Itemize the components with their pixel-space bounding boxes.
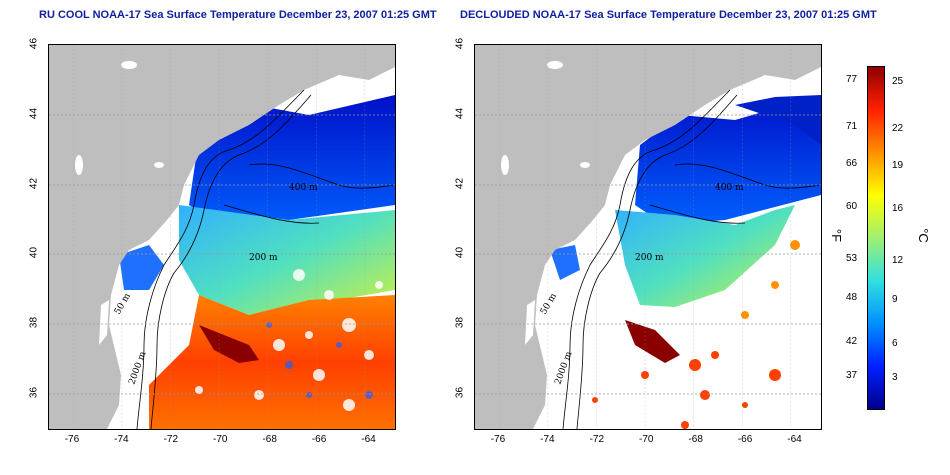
right-map-title: DECLOUDED NOAA-17 Sea Surface Temperatur…	[460, 9, 877, 21]
colorbar-celsius-tick: 12	[892, 255, 904, 266]
colorbar-fahrenheit-tick: 42	[846, 336, 858, 347]
y-tick-label: 38	[28, 317, 40, 329]
y-tick-label: 42	[28, 177, 40, 189]
colorbar-celsius-tick: 3	[892, 372, 898, 383]
colorbar-celsius-tick: 16	[892, 203, 904, 214]
temperature-colorbar	[867, 66, 885, 410]
y-tick-label: 36	[454, 387, 466, 399]
fahrenheit-unit: °F	[829, 228, 845, 243]
sst-map-right: 400 m 200 m 50 m 2000 m	[474, 44, 822, 430]
contour-label-200m: 200 m	[635, 253, 664, 263]
colorbar-fahrenheit-tick: 53	[846, 253, 858, 264]
y-tick-label: 40	[28, 247, 40, 259]
x-tick-label: -76	[64, 434, 80, 445]
x-tick-label: -76	[490, 434, 506, 445]
colorbar-celsius-tick: 9	[892, 294, 898, 305]
colorbar-fahrenheit-tick: 37	[846, 370, 858, 381]
x-tick-label: -66	[737, 434, 753, 445]
sst-map-left-image: 400 m 200 m 50 m 2000 m	[49, 45, 395, 429]
contour-label-400m: 400 m	[715, 183, 744, 193]
x-tick-label: -74	[114, 434, 129, 445]
x-tick-label: -66	[311, 434, 327, 445]
colorbar-fahrenheit-tick: 48	[846, 292, 858, 303]
contour-label-400m: 400 m	[289, 183, 318, 193]
colorbar-celsius-tick: 25	[892, 76, 904, 87]
y-tick-label: 36	[28, 387, 40, 399]
x-tick-label: -68	[262, 434, 277, 445]
left-map-title: RU COOL NOAA-17 Sea Surface Temperature …	[39, 9, 437, 21]
colorbar-celsius-tick: 6	[892, 338, 898, 349]
x-tick-label: -74	[540, 434, 555, 445]
x-tick-label: -72	[589, 434, 605, 445]
colorbar-fahrenheit-tick: 71	[846, 121, 858, 132]
y-tick-label: 38	[454, 317, 466, 329]
colorbar-celsius-tick: 19	[892, 160, 904, 171]
y-tick-label: 44	[454, 107, 466, 119]
contour-label-200m: 200 m	[249, 253, 278, 263]
x-tick-label: -70	[639, 434, 654, 445]
sst-map-right-image: 400 m 200 m 50 m 2000 m	[475, 45, 821, 429]
x-tick-label: -64	[787, 434, 802, 445]
sst-map-left: 400 m 200 m 50 m 2000 m	[48, 44, 396, 430]
colorbar-celsius-tick: 22	[892, 123, 904, 134]
y-tick-label: 46	[454, 37, 466, 50]
x-tick-label: -70	[213, 434, 228, 445]
y-tick-label: 42	[454, 177, 466, 189]
x-tick-label: -68	[688, 434, 703, 445]
y-tick-label: 46	[28, 37, 40, 50]
y-tick-label: 40	[454, 247, 466, 259]
colorbar-fahrenheit-tick: 77	[846, 74, 858, 85]
celsius-unit: °C	[915, 228, 931, 243]
y-tick-label: 44	[28, 107, 40, 119]
x-tick-label: -72	[163, 434, 179, 445]
x-tick-label: -64	[361, 434, 376, 445]
colorbar-fahrenheit-tick: 60	[846, 201, 858, 212]
colorbar-fahrenheit-tick: 66	[846, 158, 858, 169]
